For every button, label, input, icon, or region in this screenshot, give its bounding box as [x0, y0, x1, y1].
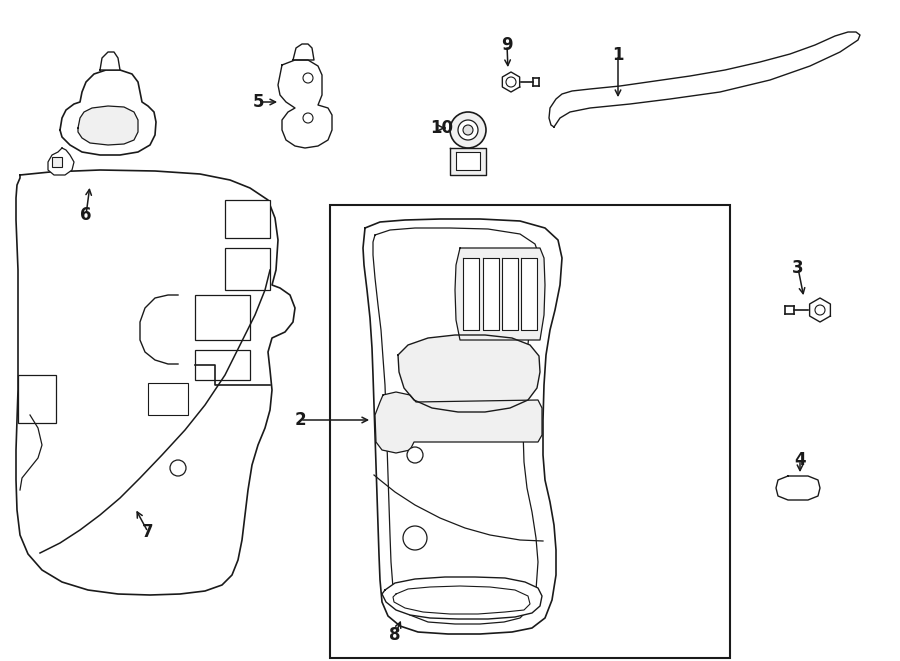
Polygon shape [60, 70, 156, 155]
Circle shape [463, 125, 473, 135]
Polygon shape [483, 258, 499, 330]
Polygon shape [100, 52, 120, 70]
Polygon shape [373, 228, 540, 624]
Circle shape [303, 73, 313, 83]
Bar [225, 248, 270, 290]
Polygon shape [375, 392, 542, 453]
Polygon shape [382, 577, 542, 619]
Polygon shape [810, 298, 831, 322]
Text: 10: 10 [430, 119, 454, 137]
Polygon shape [521, 258, 537, 330]
Bar [225, 200, 270, 238]
Bar [195, 350, 250, 380]
Circle shape [403, 526, 427, 550]
Text: 1: 1 [612, 46, 624, 64]
Circle shape [450, 112, 486, 148]
Text: 9: 9 [501, 36, 513, 54]
Text: 3: 3 [792, 259, 804, 277]
Polygon shape [293, 44, 314, 60]
Polygon shape [455, 248, 545, 340]
Polygon shape [549, 32, 860, 127]
Circle shape [506, 77, 516, 87]
Circle shape [458, 120, 478, 140]
Text: 2: 2 [294, 411, 306, 429]
Bar [18, 375, 56, 423]
Polygon shape [502, 72, 519, 92]
Circle shape [303, 113, 313, 123]
Polygon shape [16, 170, 295, 595]
Bar [330, 205, 730, 658]
Polygon shape [456, 152, 480, 170]
Polygon shape [363, 219, 562, 634]
Text: 5: 5 [252, 93, 264, 111]
Polygon shape [463, 258, 479, 330]
Bar [52, 157, 62, 167]
Circle shape [170, 460, 186, 476]
Bar [148, 383, 188, 415]
Polygon shape [776, 476, 820, 500]
Circle shape [815, 305, 825, 315]
Polygon shape [278, 60, 332, 148]
Text: 6: 6 [80, 206, 92, 224]
Text: 8: 8 [389, 626, 400, 644]
Bar [195, 295, 250, 340]
Polygon shape [502, 258, 518, 330]
Polygon shape [48, 148, 74, 175]
Polygon shape [78, 106, 138, 145]
Text: 7: 7 [142, 523, 154, 541]
Polygon shape [450, 148, 486, 175]
Text: 4: 4 [794, 451, 806, 469]
Polygon shape [398, 335, 540, 412]
Circle shape [407, 447, 423, 463]
